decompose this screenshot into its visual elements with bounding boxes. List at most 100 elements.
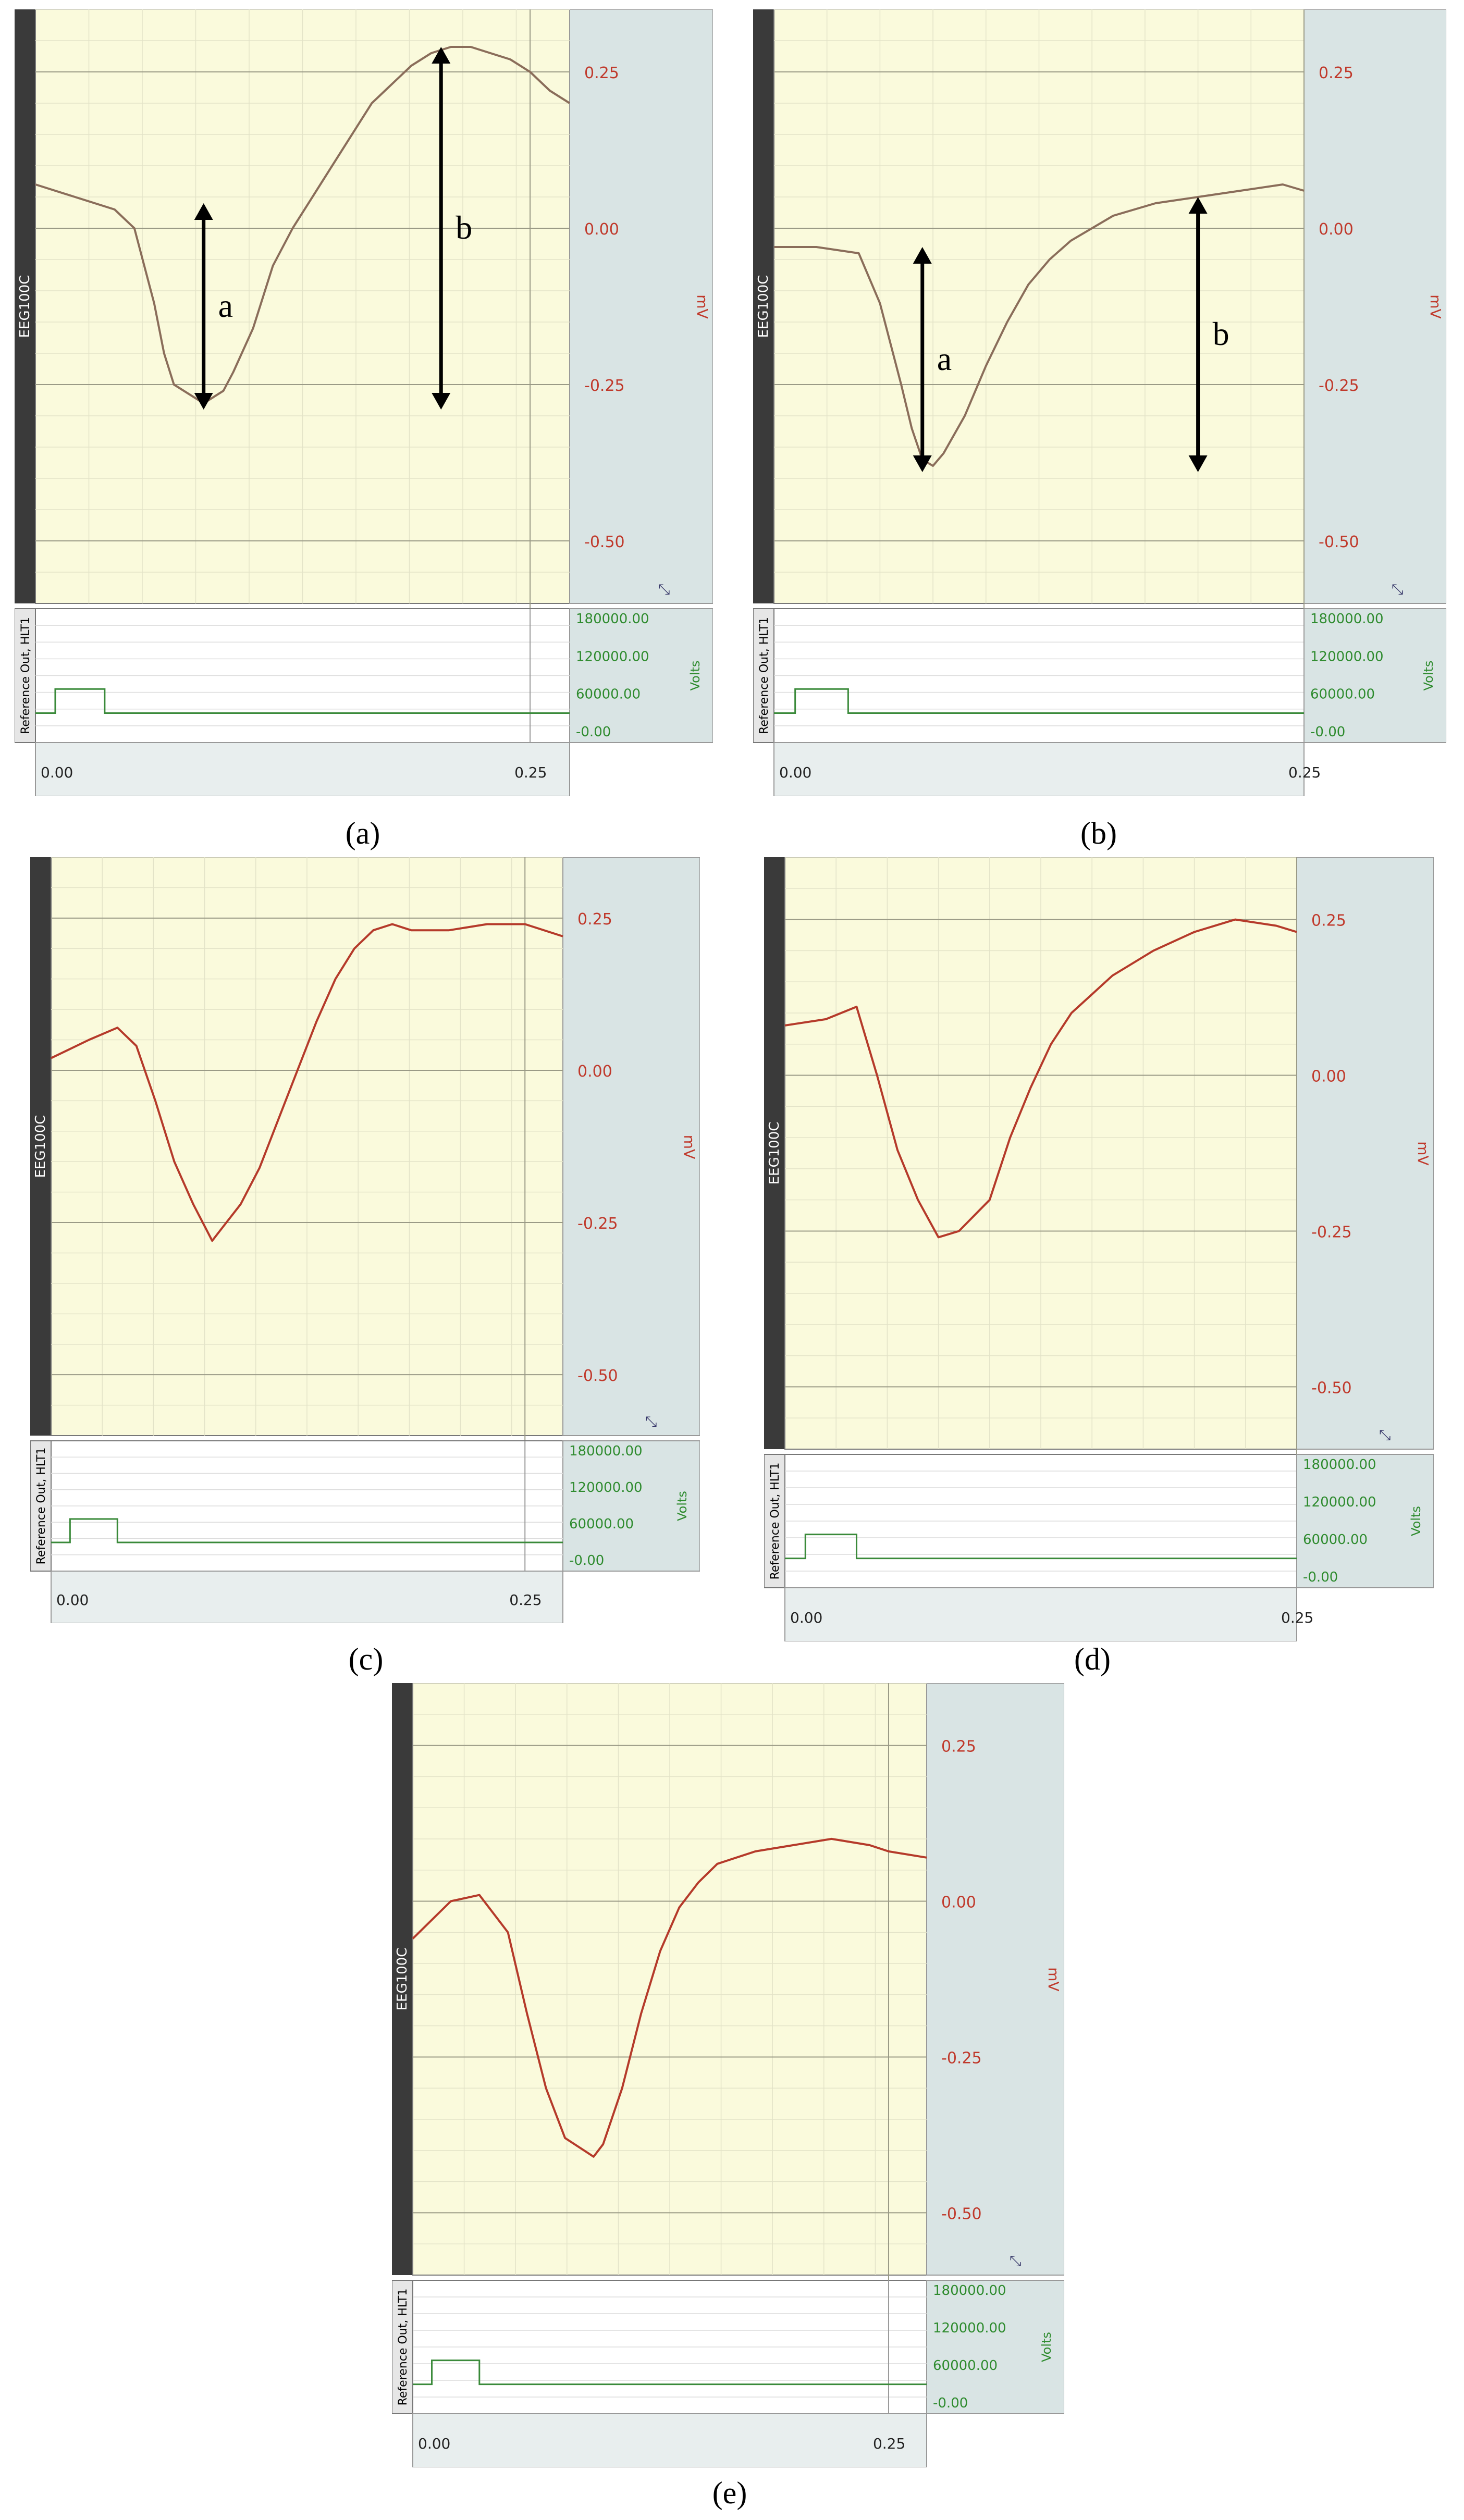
y-unit-label: mV <box>1427 294 1444 318</box>
eeg-trace <box>784 918 1297 1239</box>
ref-tick-label: 180000.00 <box>569 1443 643 1459</box>
y-tick-label: 0.25 <box>1319 64 1354 82</box>
y-tick-label: -0.25 <box>1319 377 1359 395</box>
x-tick-label: 0.00 <box>779 764 811 781</box>
caption-a: (a) <box>345 816 380 850</box>
caption-b: (b) <box>1080 816 1117 850</box>
arrow-head-up <box>913 247 932 264</box>
ref-tick-label: 120000.00 <box>1310 649 1384 664</box>
ref-tick-label: 60000.00 <box>1303 1532 1368 1548</box>
channel-label: EEG100C <box>17 275 33 338</box>
measure-arrow-a: a <box>194 203 233 410</box>
x-tick-label: 0.25 <box>1288 764 1321 781</box>
ref-tick-label: -0.00 <box>933 2395 968 2411</box>
ref-tick-label: 120000.00 <box>576 649 649 664</box>
arrow-label: a <box>937 340 952 377</box>
chart-d: 0.25 0.00 -0.25 -0.50 mV EEG100C ⤡180000.00 120… <box>764 857 1434 1641</box>
chart-b: a b 0.25 0.00 -0.25 -0.50 mV EEG100C ⤡ 180000.00 1… <box>753 9 1446 796</box>
zoom-icon: ⤡ <box>1379 1426 1391 1443</box>
y-tick-label: -0.50 <box>1319 533 1359 551</box>
x-axis-strip <box>784 1587 1297 1641</box>
x-tick-label: 0.25 <box>1281 1609 1313 1626</box>
y-tick-label: 0.25 <box>941 1738 976 1756</box>
ref-tick-label: 120000.00 <box>569 1480 643 1496</box>
ref-channel-label: Reference Out, HLT1 <box>758 617 771 734</box>
y-axis-panel <box>562 857 700 1436</box>
panel-a: a b 0.25 0.00 -0.25 -0.50 mV EEG100C ⤡ 180000.00 1… <box>15 9 713 796</box>
y-tick-label: 0.00 <box>1319 220 1354 239</box>
channel-bar-top <box>753 9 774 603</box>
channel-label: EEG100C <box>395 1948 410 2011</box>
ref-channel-label: Reference Out, HLT1 <box>397 2289 410 2406</box>
panel-e: 0.25 0.00 -0.25 -0.50 mV EEG100C ⤡ 180000.00 120… <box>392 1683 1064 2467</box>
chart-e: 0.25 0.00 -0.25 -0.50 mV EEG100C ⤡180000.00 120… <box>392 1683 1064 2467</box>
ref-tick-label: 180000.00 <box>1310 611 1384 627</box>
y-axis-panel <box>1303 9 1446 604</box>
channel-bar-top <box>15 9 35 603</box>
ref-channel-label: Reference Out, HLT1 <box>19 617 32 734</box>
ref-tick-label: 120000.00 <box>1303 1494 1376 1510</box>
x-tick-label: 0.00 <box>41 764 73 781</box>
reference-pulse <box>774 688 1304 714</box>
zoom-icon: ⤡ <box>645 1413 657 1430</box>
x-tick-label: 0.00 <box>418 2435 450 2452</box>
channel-label: EEG100C <box>756 275 771 338</box>
ref-unit-label: Volts <box>688 661 703 691</box>
y-tick-label: -0.50 <box>584 533 625 551</box>
ref-axis-panel <box>926 2280 1064 2414</box>
x-tick-label: 0.00 <box>790 1609 822 1626</box>
measure-arrow-a: a <box>913 247 952 472</box>
ref-tick-label: 60000.00 <box>576 687 641 702</box>
y-tick-label: -0.25 <box>1311 1223 1352 1241</box>
y-unit-label: mV <box>1414 1141 1432 1165</box>
y-tick-label: -0.50 <box>941 2205 982 2223</box>
x-axis-strip <box>35 742 570 796</box>
x-axis-strip <box>51 1571 563 1623</box>
ref-tick-label: 60000.00 <box>1310 687 1375 702</box>
ref-unit-label: Volts <box>1409 1506 1423 1536</box>
y-tick-label: 0.00 <box>577 1063 612 1081</box>
chart-c: 0.25 0.00 -0.25 -0.50 mV EEG100C ⤡180000.00 120… <box>30 857 700 1623</box>
zoom-icon: ⤡ <box>658 580 670 598</box>
reference-pulse <box>35 688 570 714</box>
measure-arrow-b: b <box>432 47 472 410</box>
arrow-head-down <box>194 393 213 410</box>
y-axis-panel <box>569 9 713 604</box>
arrow-label: a <box>218 287 233 324</box>
y-tick-label: 0.25 <box>1311 912 1346 930</box>
panel-d: 0.25 0.00 -0.25 -0.50 mV EEG100C ⤡ 180000.00 120… <box>764 857 1434 1641</box>
ref-tick-label: 180000.00 <box>1303 1457 1376 1473</box>
reference-pulse <box>51 1518 563 1543</box>
ref-tick-label: 60000.00 <box>933 2358 998 2374</box>
y-unit-label: mV <box>681 1135 698 1159</box>
eeg-trace <box>35 46 571 404</box>
channel-bar-top <box>392 1683 413 2275</box>
channel-bar-bottom <box>30 1440 52 1572</box>
channel-bar-top <box>30 857 51 1436</box>
y-tick-label: 0.25 <box>584 64 619 82</box>
ref-tick-label: 120000.00 <box>933 2320 1006 2336</box>
zoom-icon: ⤡ <box>1010 2252 1021 2269</box>
caption-d: (d) <box>1074 1642 1111 1676</box>
panel-c: 0.25 0.00 -0.25 -0.50 mV EEG100C ⤡ 180000.00 120… <box>30 857 700 1623</box>
measure-arrow-b: b <box>1188 197 1229 472</box>
y-tick-label: 0.00 <box>941 1894 976 1912</box>
eeg-trace <box>774 183 1305 467</box>
ref-unit-label: Volts <box>1039 2332 1054 2362</box>
ref-axis-panel <box>1296 1454 1434 1588</box>
channel-bar-top <box>764 857 785 1449</box>
x-axis-strip <box>773 742 1305 796</box>
y-tick-label: 0.00 <box>584 220 619 239</box>
ref-tick-label: -0.00 <box>569 1553 604 1568</box>
y-tick-label: -0.25 <box>584 377 625 395</box>
ref-unit-label: Volts <box>675 1491 690 1521</box>
x-tick-label: 0.25 <box>509 1591 542 1609</box>
ref-axis-panel <box>1303 608 1446 743</box>
channel-label: EEG100C <box>767 1122 782 1185</box>
caption-e: (e) <box>712 2476 747 2510</box>
ref-axis-panel <box>569 608 713 743</box>
y-tick-label: -0.25 <box>577 1215 618 1233</box>
arrow-label: b <box>1213 315 1229 352</box>
arrow-head-down <box>1188 455 1208 472</box>
ref-tick-label: 60000.00 <box>569 1516 634 1532</box>
